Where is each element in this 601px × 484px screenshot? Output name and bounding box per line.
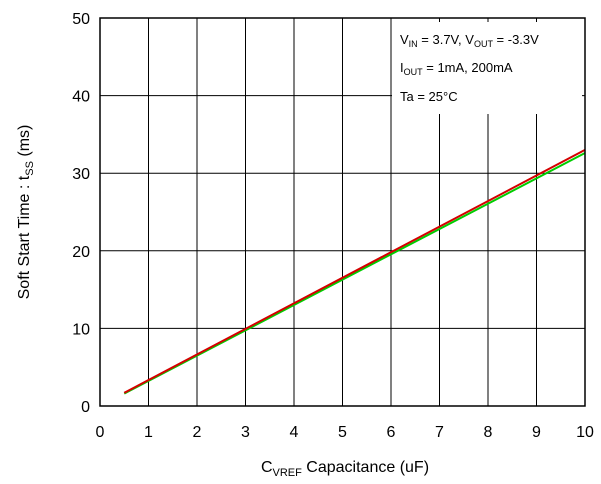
x-tick-label: 7 <box>435 424 444 441</box>
y-tick-labels: 0 10 20 30 40 50 <box>72 11 90 416</box>
y-tick-label: 50 <box>72 11 90 28</box>
x-axis-label: CVREF Capacitance (uF) <box>261 459 429 479</box>
series-lines <box>123 149 586 395</box>
x-tick-label: 9 <box>532 424 541 441</box>
y-axis-label: Soft Start Time : tSS (ms) <box>16 125 36 300</box>
series-line <box>123 149 586 394</box>
annotation-background <box>392 22 582 114</box>
x-tick-label: 10 <box>576 424 594 441</box>
x-tick-label: 5 <box>338 424 347 441</box>
series-line <box>123 152 586 395</box>
x-tick-label: 1 <box>144 424 153 441</box>
annotation-line-2: IOUT = 1mA, 200mA <box>400 60 513 77</box>
y-tick-label: 0 <box>81 399 90 416</box>
x-tick-labels: 0 1 2 3 4 5 6 7 8 9 10 <box>96 424 594 441</box>
plot-frame <box>99 17 586 407</box>
x-tick-label: 2 <box>193 424 202 441</box>
y-tick-label: 30 <box>72 166 90 183</box>
x-tick-label: 3 <box>241 424 250 441</box>
annotation-line-1: VIN = 3.7V, VOUT = -3.3V <box>400 32 539 49</box>
x-tick-label: 0 <box>96 424 105 441</box>
y-tick-label: 10 <box>72 321 90 338</box>
x-tick-label: 4 <box>290 424 299 441</box>
y-tick-label: 40 <box>72 89 90 106</box>
x-tick-label: 8 <box>484 424 493 441</box>
y-tick-label: 20 <box>72 244 90 261</box>
annotation-line-3: Ta = 25°C <box>400 89 458 104</box>
x-tick-label: 6 <box>387 424 396 441</box>
